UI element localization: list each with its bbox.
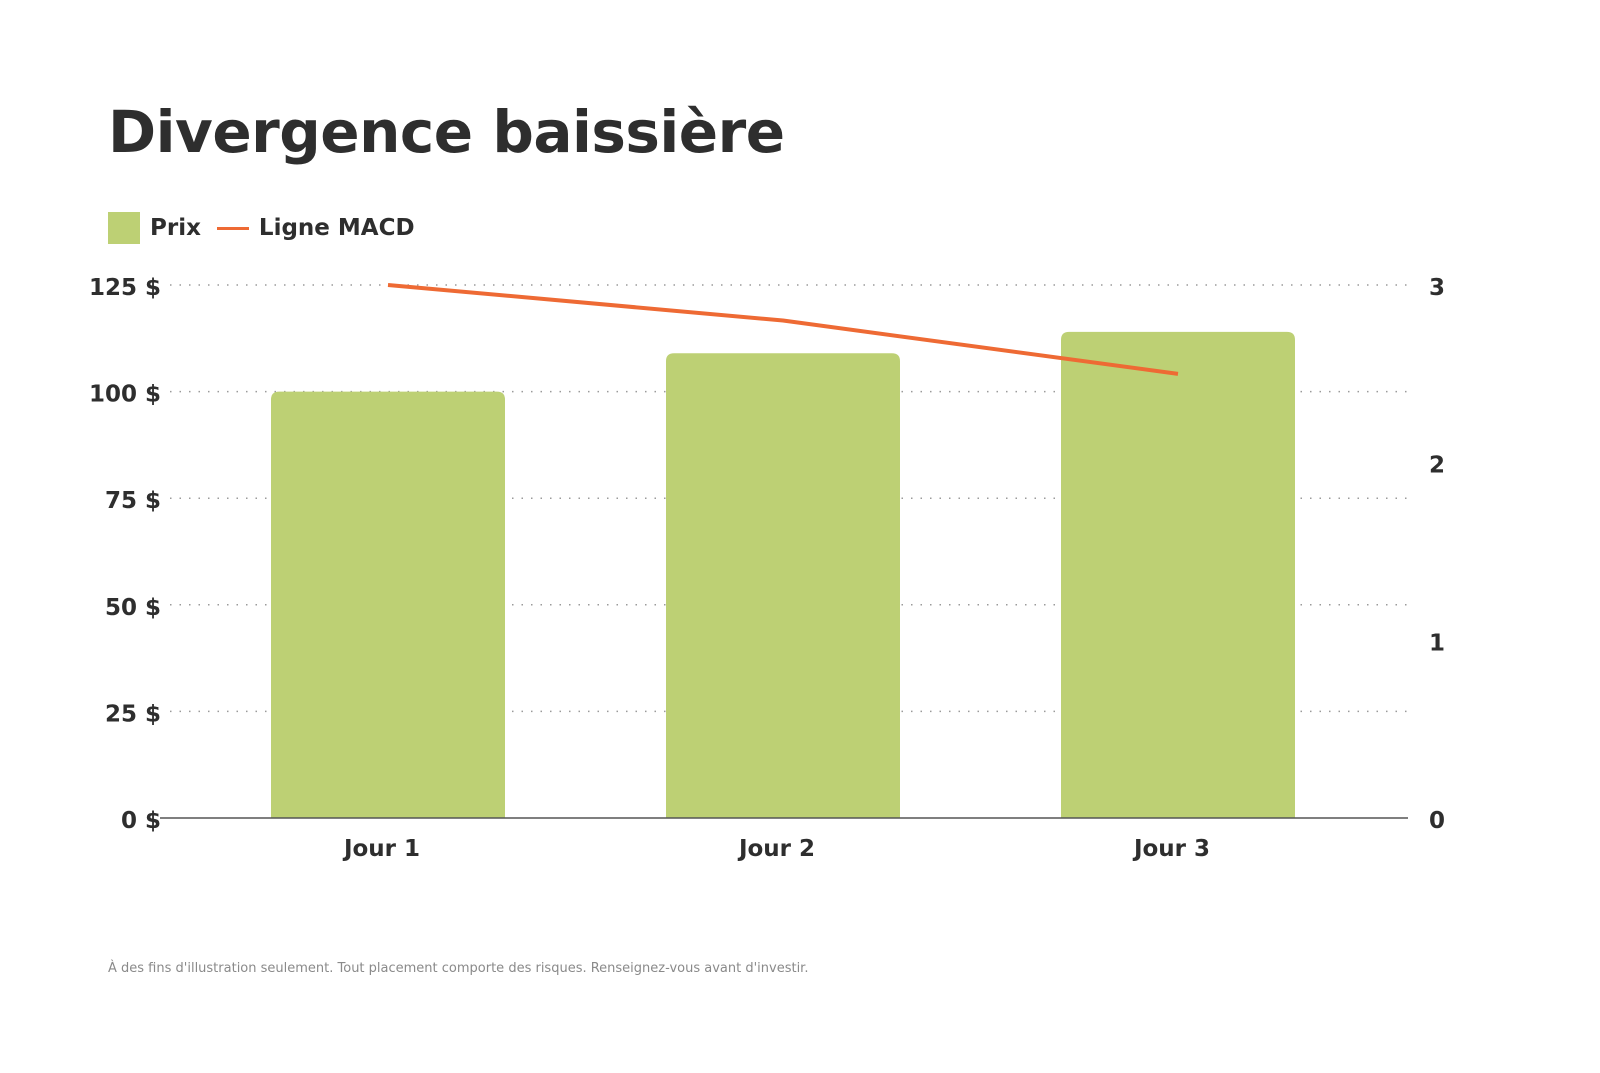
y-right-tick-label-1: 1: [1429, 630, 1445, 656]
y-left-tick-label-1: 25 $: [105, 701, 161, 727]
legend: Prix Ligne MACD: [108, 212, 431, 244]
footnote: À des fins d'illustration seulement. Tou…: [108, 961, 809, 976]
x-tick-label-1: Jour 1: [342, 836, 420, 862]
y-right-tick-label-2: 2: [1429, 453, 1445, 479]
y-left-tick-label-2: 50 $: [105, 595, 161, 621]
y-left-tick-label-5: 125 $: [89, 275, 161, 301]
legend-label-prix: Prix: [150, 215, 201, 241]
y-left-tick-label-4: 100 $: [89, 382, 161, 408]
y-right-tick-label-0: 0: [1429, 808, 1445, 834]
macd-line: [387, 283, 1179, 376]
legend-swatch-macd: [216, 226, 249, 230]
x-tick-label-3: Jour 3: [1132, 836, 1210, 862]
bar-3: [1061, 331, 1295, 818]
legend-swatch-prix: [108, 212, 140, 244]
x-tick-label-2: Jour 2: [737, 836, 815, 862]
legend-item-macd: Ligne MACD: [216, 215, 415, 241]
bar-2: [666, 353, 900, 818]
bar-1: [271, 391, 505, 818]
y-left-tick-label-0: 0 $: [121, 808, 161, 834]
y-right-tick-label-3: 3: [1429, 275, 1445, 301]
chart-title: Divergence baissière: [108, 98, 785, 166]
y-left-tick-label-3: 75 $: [105, 488, 161, 514]
legend-label-macd: Ligne MACD: [258, 215, 415, 241]
legend-item-prix: Prix: [108, 212, 201, 244]
